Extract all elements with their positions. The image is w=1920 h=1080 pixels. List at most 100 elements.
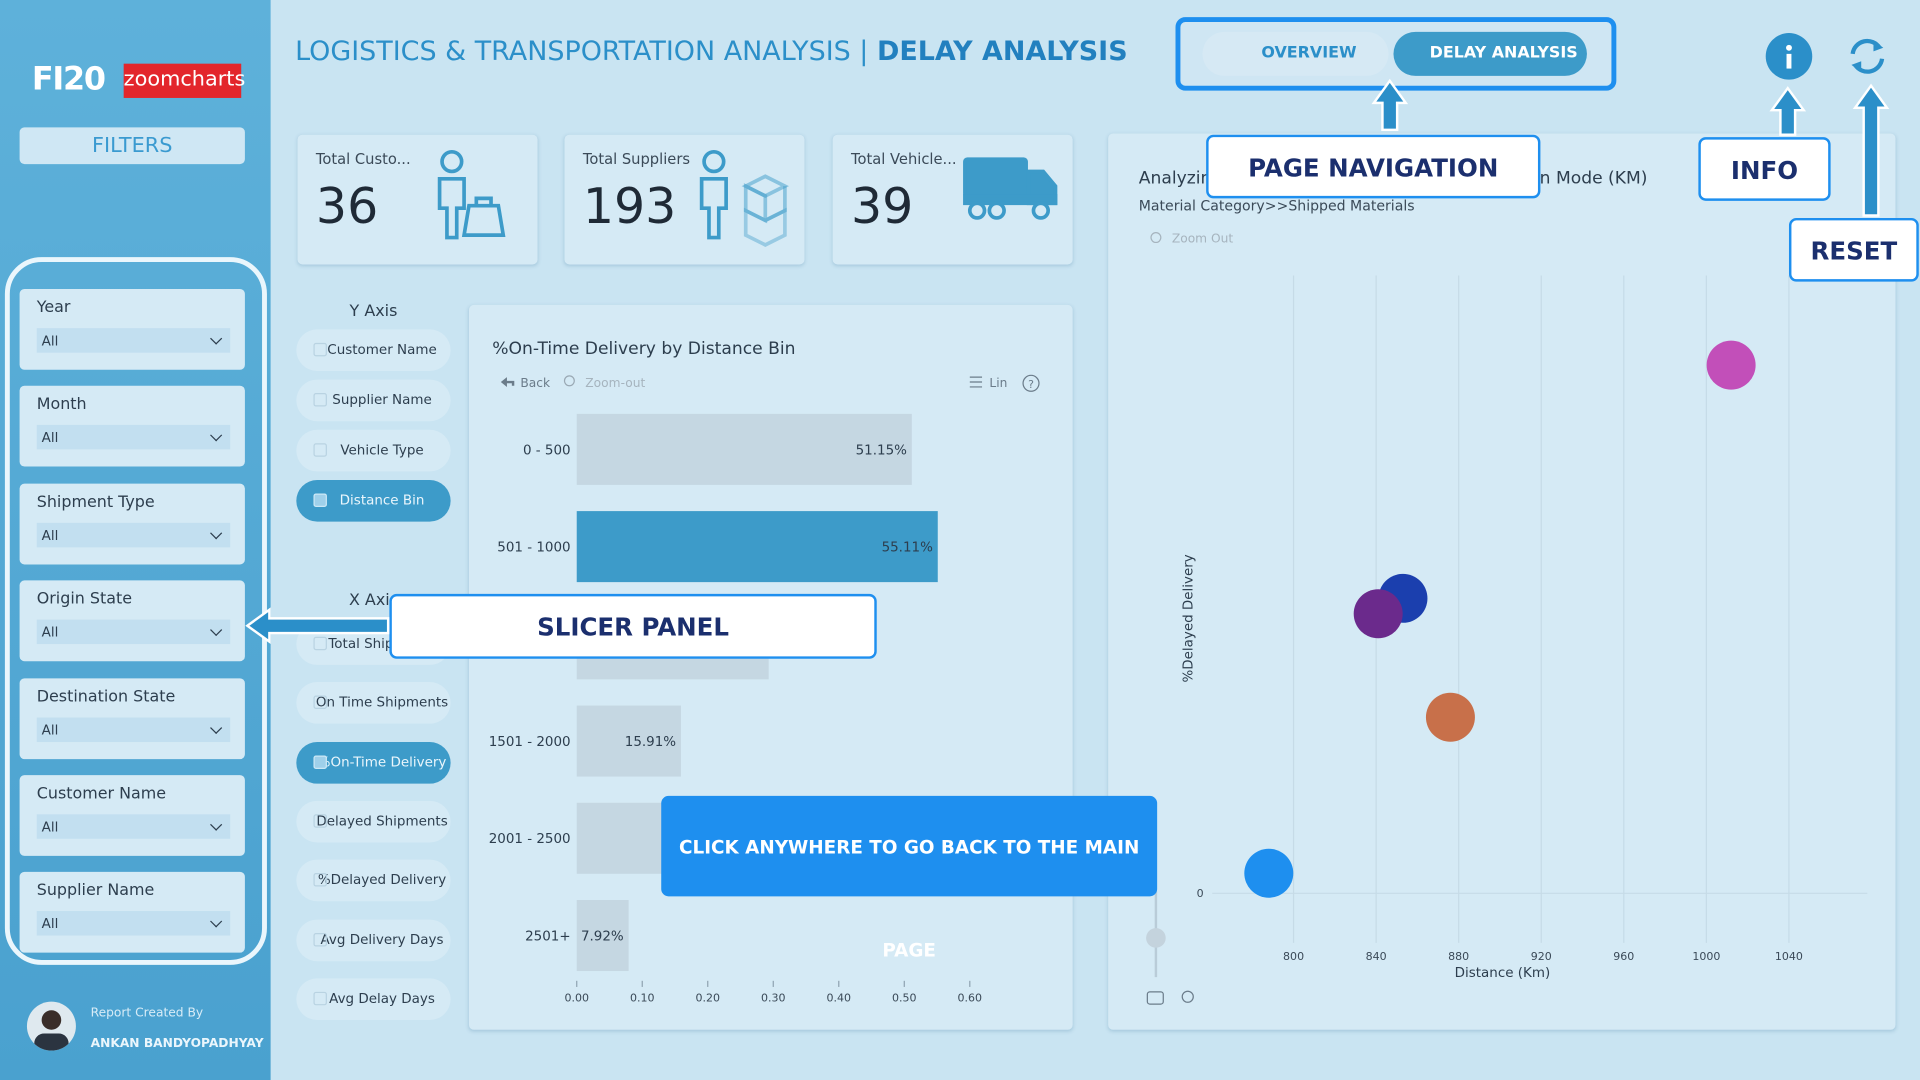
checkbox[interactable] [313, 991, 327, 1006]
slicer-dropdown[interactable]: All [36, 328, 231, 353]
slicer-dropdown[interactable]: All [36, 814, 231, 839]
info-icon [1786, 44, 1792, 69]
slicer-label: Destination State [36, 687, 176, 707]
back-banner[interactable]: CLICK ANYWHERE TO GO BACK TO THE MAIN PA… [661, 795, 1158, 961]
y-tick-label: 0 - 500 [523, 443, 571, 458]
option-label: %On-Time Delivery [317, 753, 447, 770]
axis-option[interactable]: Distance Bin [296, 480, 451, 522]
title-text: LOGISTICS & TRANSPORTATION ANALYSIS | [295, 36, 869, 68]
slicer-label: Origin State [36, 590, 133, 609]
axis-option[interactable]: On Time Shipments [296, 682, 451, 725]
x-tick-label: 0.50 [892, 992, 917, 1005]
checkbox[interactable] [313, 493, 327, 507]
zoom-icon [1150, 232, 1162, 244]
x-tick-label: 800 [1283, 950, 1304, 963]
slicer: Shipment Type All [19, 483, 245, 565]
checkbox[interactable] [313, 393, 327, 407]
x-axis-selector-title: X Axis [348, 591, 398, 610]
toolbar-back[interactable]: Back [520, 376, 551, 390]
slicer-dropdown[interactable]: All [36, 619, 231, 645]
axis-option[interactable]: Avg Delay Days [296, 978, 451, 1020]
option-label: Avg Delay Days [329, 990, 435, 1007]
bar [576, 511, 938, 583]
y-axis-label: %Delayed Delivery [1182, 554, 1197, 682]
creator-caption: Report Created By [90, 1006, 204, 1021]
slicer: Month All [19, 386, 245, 468]
tool-icon[interactable] [1146, 991, 1164, 1005]
checkbox[interactable] [313, 873, 327, 887]
option-label: On Time Shipments [315, 694, 449, 711]
y-tick-label: 501 - 1000 [497, 541, 570, 556]
kpi-label: Total Custo... [315, 150, 411, 168]
kpi-icon [699, 150, 790, 247]
axis-option[interactable]: %On-Time Delivery [296, 741, 451, 784]
slicer-dropdown[interactable]: All [36, 425, 231, 450]
x-axis-label: Distance (Km) [1455, 966, 1551, 981]
slicer-label: Customer Name [36, 784, 167, 804]
filters-button[interactable]: FILTERS [19, 127, 245, 165]
checkbox[interactable] [313, 443, 327, 457]
x-tick-label: 0.30 [761, 992, 786, 1005]
nav-tab[interactable]: OVERVIEW [1202, 31, 1389, 76]
reset-button[interactable] [1844, 33, 1891, 80]
bar [576, 413, 912, 485]
checkbox[interactable] [313, 932, 327, 946]
bar [576, 705, 681, 777]
axis-option[interactable]: Vehicle Type [296, 429, 451, 472]
option-label: %Delayed Delivery [317, 872, 447, 888]
avatar-image [34, 1010, 69, 1051]
kpi-label: Total Suppliers [582, 150, 691, 168]
bubble [1353, 589, 1403, 639]
logo: FI20 [31, 61, 106, 98]
slicer: Year All [19, 288, 245, 370]
bar-value-label: 7.92% [581, 929, 624, 944]
slicer: Supplier Name All [19, 872, 245, 954]
scatter-zoom-out[interactable]: Zoom Out [1172, 231, 1234, 245]
zoom-slider-handle[interactable] [1146, 928, 1166, 948]
option-label: Vehicle Type [340, 442, 424, 458]
kpi-label: Total Vehicle... [851, 150, 957, 168]
checkbox[interactable] [313, 695, 327, 710]
x-tick-label: 0.40 [827, 992, 852, 1005]
x-tick-label: 0.60 [958, 992, 983, 1005]
help-icon[interactable] [1022, 374, 1040, 392]
y-axis-selector-title: Y Axis [349, 302, 398, 321]
lin-icon [969, 376, 983, 388]
scatter-subtitle: Material Category>>Shipped Materials [1139, 199, 1415, 215]
y-tick-label: 2001 - 2500 [489, 832, 571, 847]
lasso-icon[interactable] [1181, 990, 1194, 1003]
bar [576, 900, 629, 972]
checkbox[interactable] [313, 755, 327, 769]
slicer-dropdown[interactable]: All [36, 911, 231, 936]
axis-option[interactable]: Delayed Shipments [296, 800, 451, 843]
kpi-card: Total Vehicle... 39 [832, 134, 1073, 265]
slicer: Origin State All [19, 580, 245, 662]
toolbar-zoom-out[interactable]: Zoom-out [585, 376, 645, 390]
kpi-value: 36 [315, 178, 379, 236]
y-tick-label: 2501+ [525, 929, 571, 944]
slicer-dropdown[interactable]: All [36, 522, 231, 548]
x-tick-label: 1040 [1775, 950, 1803, 963]
axis-option[interactable]: Avg Delivery Days [296, 918, 451, 961]
axis-option[interactable]: %Delayed Delivery [296, 859, 451, 902]
bar-chart-title: %On-Time Delivery by Distance Bin [492, 339, 795, 359]
info-button[interactable] [1765, 33, 1813, 80]
reset-icon [1850, 38, 1885, 74]
checkbox[interactable] [313, 814, 327, 828]
toolbar-lin[interactable]: Lin [989, 376, 1007, 390]
title-bold: DELAY ANALYSIS [876, 36, 1128, 68]
option-label: Customer Name [327, 341, 437, 358]
slicer-dropdown[interactable]: All [36, 717, 231, 742]
checkbox[interactable] [313, 342, 327, 357]
axis-option[interactable]: Customer Name [296, 329, 451, 372]
zoom-icon [563, 375, 575, 387]
page-navigation-callout: PAGE NAVIGATION [1206, 134, 1541, 199]
nav-tab[interactable]: DELAY ANALYSIS [1393, 31, 1587, 76]
axis-option[interactable]: Supplier Name [296, 379, 451, 422]
x-tick-label: 0.20 [695, 992, 720, 1005]
brand-logo: zoomcharts [123, 63, 245, 98]
bubble [1244, 848, 1294, 898]
x-tick-label: 1000 [1692, 950, 1720, 963]
